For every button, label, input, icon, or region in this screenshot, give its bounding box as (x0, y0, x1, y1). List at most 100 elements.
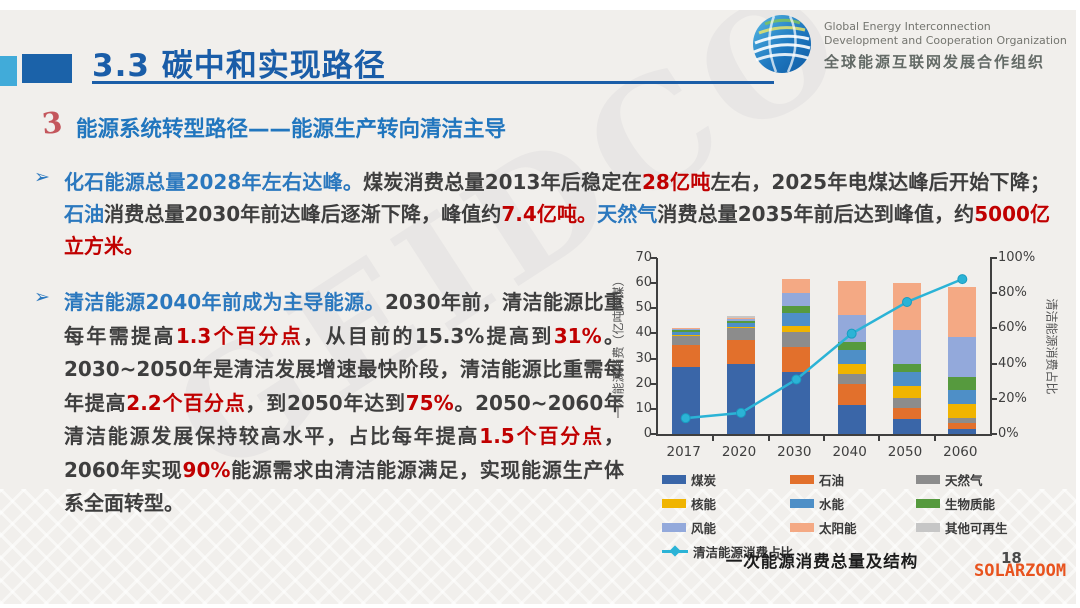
chart-caption: 一次能源消费总量及结构 (725, 552, 919, 571)
bar-segment-天然气 (671, 335, 700, 345)
text-segment: 清洁能源2040年前成为主导能源。 (64, 290, 385, 314)
text-segment: 31% (553, 323, 602, 348)
x-axis-label-2040: 2040 (832, 444, 867, 460)
bar-segment-核能 (892, 386, 921, 398)
right-tick-label: 80% (998, 285, 1027, 301)
bar-segment-天然气 (892, 397, 921, 408)
text-segment: 90% (182, 457, 231, 482)
x-axis-labels: 2017 2020 2030 2040 2050 2060 (656, 444, 988, 460)
right-tick-mark (990, 433, 997, 435)
left-tick-mark (650, 382, 657, 385)
left-tick-label: 30 (635, 350, 652, 366)
stacked-bar-2030 (782, 279, 811, 434)
text-segment: ，到2050年达到 (245, 390, 406, 415)
legend-label: 天然气 (945, 473, 983, 488)
left-tick-mark (650, 357, 657, 360)
geidco-logo: Global Energy Interconnection Developmen… (750, 12, 1067, 80)
legend-item-太阳能: 太阳能 (790, 518, 916, 537)
text-segment: ，从目前的15.3%提高到 (303, 323, 554, 348)
clean-energy-share-line (680, 274, 968, 424)
right-tick-mark (990, 257, 997, 259)
legend-swatch (662, 523, 686, 532)
left-tick-mark (650, 332, 657, 335)
left-tick-label: 20 (635, 375, 652, 391)
legend-swatch (790, 499, 814, 508)
title-accent-square-dark (22, 54, 72, 83)
right-axis-label: 清洁能源消费占比 (1044, 297, 1059, 395)
legend-label: 水能 (819, 497, 845, 512)
left-tick-mark (650, 433, 657, 435)
legend-item-水能: 水能 (790, 494, 916, 513)
bar-segment-水能 (948, 390, 977, 404)
left-tick-label: 60 (635, 275, 652, 291)
legend-swatch (916, 475, 940, 484)
title-accent-square-light (0, 56, 17, 86)
bar-segment-煤炭 (837, 405, 866, 434)
bar-segment-太阳能 (671, 328, 700, 329)
legend-swatch (662, 499, 686, 508)
x-axis-label-2030: 2030 (777, 444, 812, 460)
bar-segment-核能 (837, 363, 866, 374)
stacked-bar-2060 (948, 286, 977, 434)
text-segment: 消费总量2035年前后达到峰值，约 (657, 202, 975, 226)
legend-label: 煤炭 (691, 473, 717, 488)
stacked-bar-2020 (726, 315, 755, 434)
left-tick-label: 10 (635, 400, 652, 416)
stacked-bar-2040 (837, 280, 866, 434)
left-tick-label: 50 (635, 300, 652, 316)
text-segment: 2030年前，清洁能源比重每年需提高 (64, 290, 624, 348)
slide-background: GEIDCO 3.3 碳中和实现路径 (0, 10, 1076, 604)
bar-segment-太阳能 (726, 317, 755, 319)
left-tick-mark (650, 282, 657, 285)
right-tick-mark (990, 292, 997, 295)
right-tick-mark (990, 397, 997, 400)
left-tick-label: 40 (635, 325, 652, 341)
bar-segment-生物质能 (948, 377, 977, 391)
section-number: 3 (40, 105, 64, 141)
legend-label: 太阳能 (819, 521, 857, 536)
text-segment: 28亿吨 (641, 170, 711, 194)
x-tick-mark (767, 434, 770, 441)
bar-segment-风能 (892, 329, 921, 364)
bullet-arrow-icon: ➢ (34, 286, 50, 308)
legend-swatch (916, 499, 940, 508)
left-tick-mark (650, 407, 657, 410)
x-tick-mark (823, 434, 825, 441)
bar-segment-生物质能 (726, 320, 755, 324)
text-segment: 75% (405, 390, 454, 415)
bar-segment-核能 (782, 325, 811, 333)
bar-segment-生物质能 (837, 342, 866, 350)
bar-segment-太阳能 (782, 279, 811, 294)
legend-label: 风能 (691, 521, 717, 536)
bar-segment-风能 (671, 328, 700, 330)
legend-item-石油: 石油 (790, 470, 916, 489)
bar-segment-石油 (837, 383, 866, 406)
bar-segment-生物质能 (782, 305, 811, 314)
legend-item-天然气: 天然气 (916, 470, 1066, 489)
right-tick-label: 100% (998, 250, 1036, 265)
text-segment: 1.5个百分点 (479, 424, 604, 448)
x-axis-label-2060: 2060 (943, 444, 978, 460)
energy-consumption-chart: 0 10 20 30 40 50 60 70 0% 20% 40% 60% 80% 100% 一次能源消费… (611, 248, 1070, 578)
text-segment: 天然气 (597, 202, 658, 226)
bar-segment-天然气 (837, 373, 866, 384)
section-title: 能源系统转型路径——能源生产转向清洁主导 (76, 117, 507, 142)
legend-item-其他可再生: 其他可再生 (916, 518, 1066, 537)
legend-swatch (790, 523, 814, 532)
text-segment: 。2050~2060年清洁能源发展保持较高水平，占比每年提高 (64, 390, 624, 449)
bullet-fossil-energy: ➢ 化石能源总量2028年左右达峰。煤炭消费总量2013年后稳定在28亿吨左右，… (34, 166, 1050, 262)
x-tick-mark (878, 434, 881, 441)
x-axis-label-2020: 2020 (721, 444, 757, 460)
legend-label: 石油 (819, 473, 845, 488)
bar-segment-石油 (726, 339, 755, 364)
bullet-arrow-icon: ➢ (34, 166, 50, 188)
x-tick-mark (933, 434, 936, 441)
text-segment: 2.2个百分点 (126, 390, 246, 415)
bar-segment-石油 (892, 407, 921, 419)
title-underline (92, 81, 774, 84)
right-tick-label: 0% (998, 426, 1019, 441)
left-tick-label: 0 (643, 426, 652, 441)
bar-segment-石油 (671, 344, 700, 368)
globe-icon (750, 12, 814, 80)
bar-segment-煤炭 (948, 428, 977, 434)
